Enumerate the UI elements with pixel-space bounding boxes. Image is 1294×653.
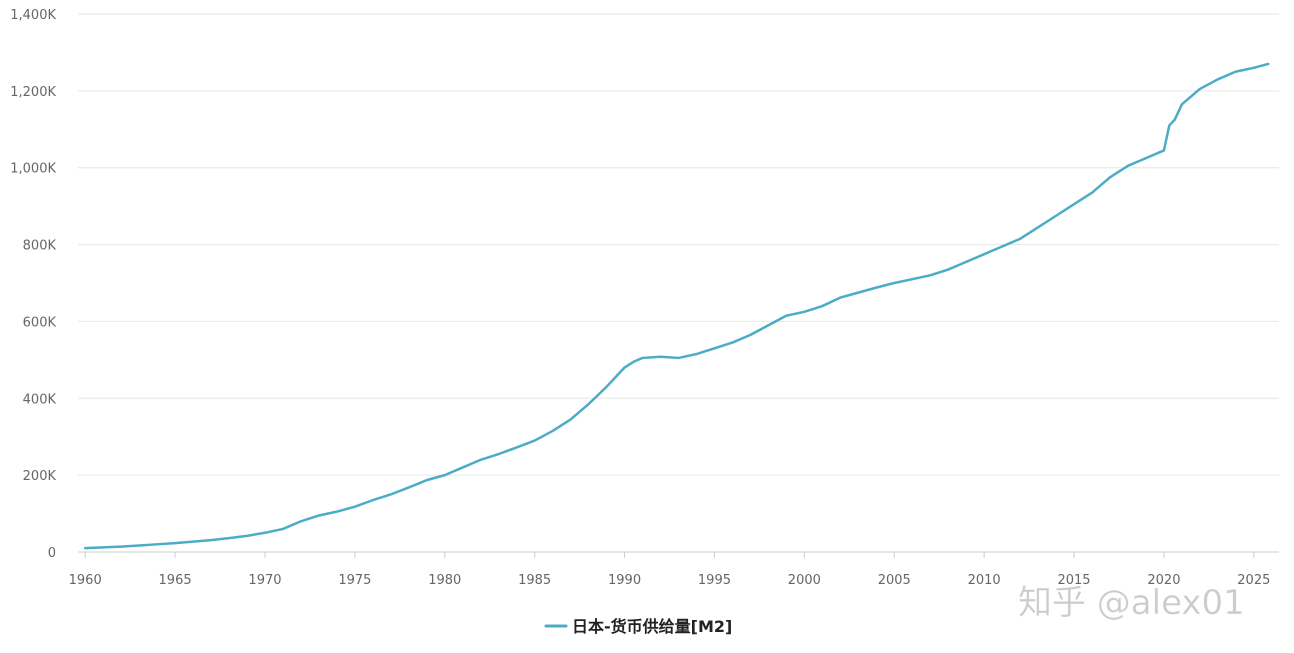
x-tick-label: 1980: [428, 573, 461, 588]
x-tick-label: 1970: [248, 573, 281, 588]
y-axis: 0 200K 400K 600K 800K 1,000K 1,200K 1,400K: [10, 8, 56, 561]
legend-label: 日本-货币供给量[M2]: [572, 617, 732, 636]
x-tick-label: 1995: [698, 573, 731, 588]
x-tick-label: 1960: [69, 573, 102, 588]
x-tick-label: 1965: [159, 573, 192, 588]
y-tick-label: 600K: [23, 315, 57, 330]
series-line: [83, 62, 1270, 550]
x-tick-label: 2015: [1057, 573, 1090, 588]
y-tick-label: 0: [48, 546, 56, 561]
legend[interactable]: 日本-货币供给量[M2]: [544, 617, 732, 636]
x-tick-label: 2010: [968, 573, 1001, 588]
y-tick-label: 1,000K: [10, 162, 56, 177]
y-tick-label: 200K: [23, 469, 57, 484]
x-tick-label: 2005: [878, 573, 911, 588]
series-layer: [83, 62, 1270, 550]
y-tick-label: 800K: [23, 239, 57, 254]
x-tick-label: 1975: [338, 573, 371, 588]
x-tick-label: 2020: [1147, 573, 1180, 588]
x-tick-label: 1990: [608, 573, 641, 588]
y-tick-label: 400K: [23, 392, 57, 407]
watermark: 知乎 @alex01: [1018, 583, 1245, 623]
grid-layer: [78, 13, 1279, 476]
y-tick-label: 1,200K: [10, 85, 56, 100]
x-tick-label: 2025: [1237, 573, 1270, 588]
x-axis: 1960 1965 1970 1975 1980 1985 1990 1995 2000 2005…: [69, 551, 1279, 588]
x-tick-label: 1985: [518, 573, 551, 588]
y-tick-label: 1,400K: [10, 8, 56, 23]
x-tick-label: 2000: [788, 573, 821, 588]
